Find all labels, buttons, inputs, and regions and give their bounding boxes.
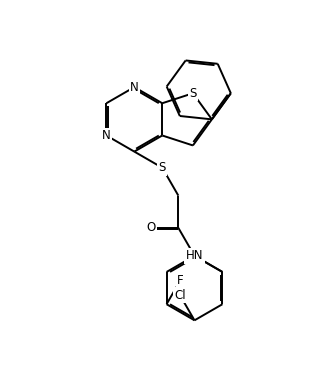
Text: N: N — [130, 81, 139, 93]
Text: S: S — [159, 161, 166, 174]
Text: N: N — [102, 129, 111, 142]
Text: O: O — [146, 221, 156, 234]
Text: F: F — [177, 274, 184, 287]
Text: HN: HN — [186, 249, 203, 262]
Text: S: S — [189, 87, 197, 100]
Text: Cl: Cl — [174, 289, 186, 302]
